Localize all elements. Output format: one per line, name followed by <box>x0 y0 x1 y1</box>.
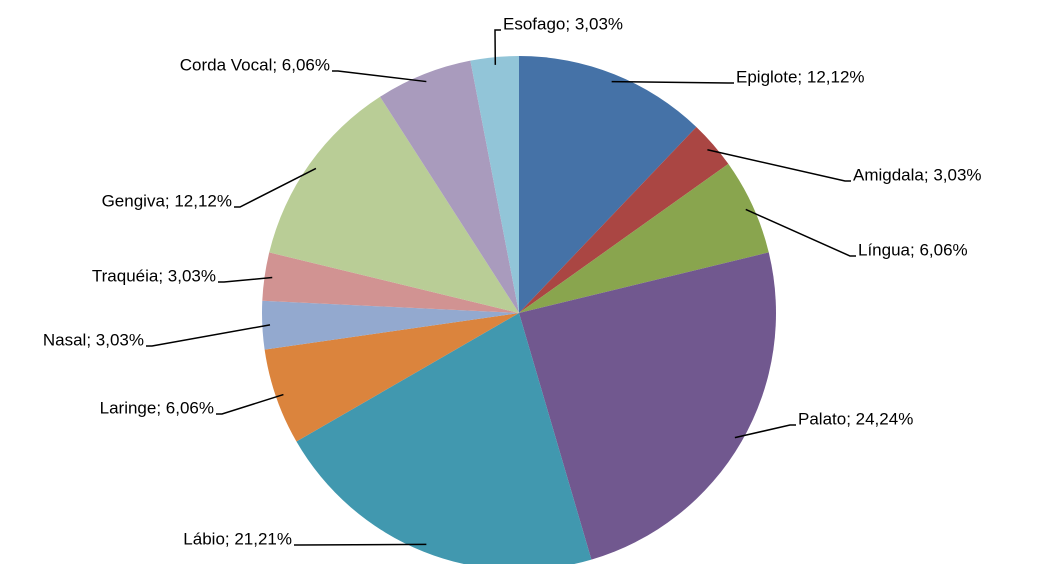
data-label: Nasal; 3,03% <box>43 330 144 349</box>
pie-slice <box>262 252 519 313</box>
data-label: Lábio; 21,21% <box>183 529 292 548</box>
data-label: Traquéia; 3,03% <box>92 266 216 285</box>
data-label: Laringe; 6,06% <box>100 398 214 417</box>
pie-slice <box>519 163 769 313</box>
data-label: Epiglote; 12,12% <box>736 67 865 86</box>
leader-line <box>332 70 427 83</box>
pie-slice <box>519 127 729 313</box>
leader-line <box>294 543 427 546</box>
pie-slice <box>264 313 519 442</box>
pie-slice <box>470 56 519 313</box>
data-label: Amigdala; 3,03% <box>853 165 982 184</box>
pie-slice <box>262 300 519 350</box>
pie-slice <box>296 313 592 564</box>
leader-line <box>216 393 284 415</box>
leader-line <box>745 208 856 257</box>
data-label: Gengiva; 12,12% <box>102 191 232 210</box>
pie-slice <box>519 56 697 313</box>
leader-line <box>611 80 734 84</box>
leader-line <box>218 276 273 283</box>
pie-slice <box>519 252 776 560</box>
leader-line <box>494 29 501 65</box>
data-label: Esofago; 3,03% <box>503 14 623 33</box>
data-label: Palato; 24,24% <box>798 409 913 428</box>
leader-line <box>146 324 271 347</box>
leader-line <box>707 149 851 182</box>
data-label: Língua; 6,06% <box>858 240 968 259</box>
pie-slice <box>269 96 519 313</box>
leader-line <box>734 424 796 439</box>
data-label: Corda Vocal; 6,06% <box>180 55 330 74</box>
leader-line <box>234 167 317 208</box>
pie-slice <box>380 60 519 314</box>
